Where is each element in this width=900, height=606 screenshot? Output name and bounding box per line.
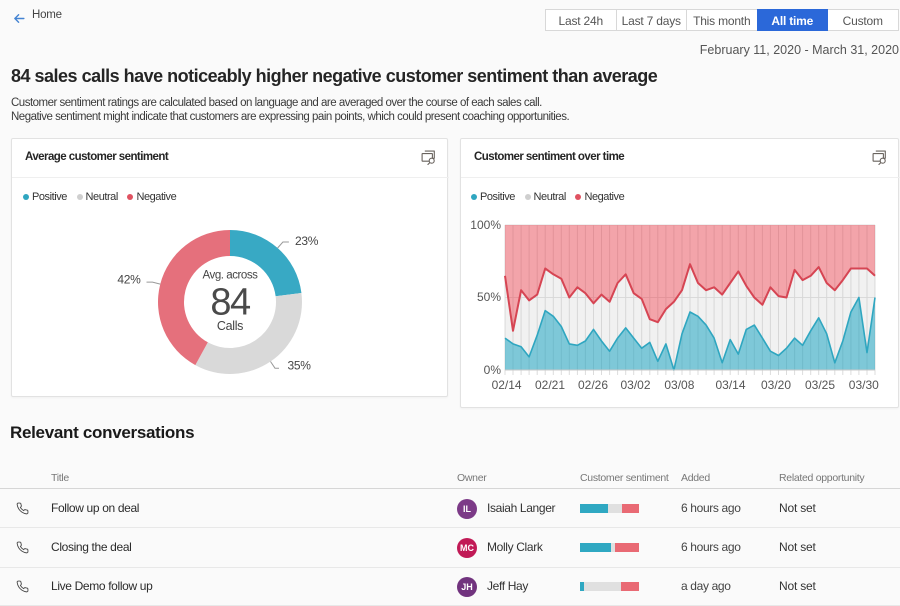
svg-text:0%: 0%	[484, 363, 502, 377]
svg-text:84: 84	[210, 282, 251, 324]
svg-text:02/26: 02/26	[578, 378, 608, 392]
svg-text:35%: 35%	[288, 359, 312, 373]
svg-text:50%: 50%	[477, 290, 501, 304]
svg-text:03/30: 03/30	[849, 378, 879, 392]
svg-text:Calls: Calls	[217, 319, 243, 333]
svg-text:03/02: 03/02	[620, 378, 650, 392]
svg-text:23%: 23%	[295, 234, 319, 248]
svg-text:02/14: 02/14	[492, 378, 522, 392]
svg-text:03/14: 03/14	[715, 378, 745, 392]
svg-text:Avg. across: Avg. across	[203, 270, 259, 282]
svg-text:02/21: 02/21	[535, 378, 565, 392]
svg-text:03/08: 03/08	[664, 378, 694, 392]
svg-text:100%: 100%	[470, 218, 501, 232]
svg-text:42%: 42%	[117, 273, 141, 287]
svg-text:03/20: 03/20	[761, 378, 791, 392]
svg-text:03/25: 03/25	[805, 378, 835, 392]
